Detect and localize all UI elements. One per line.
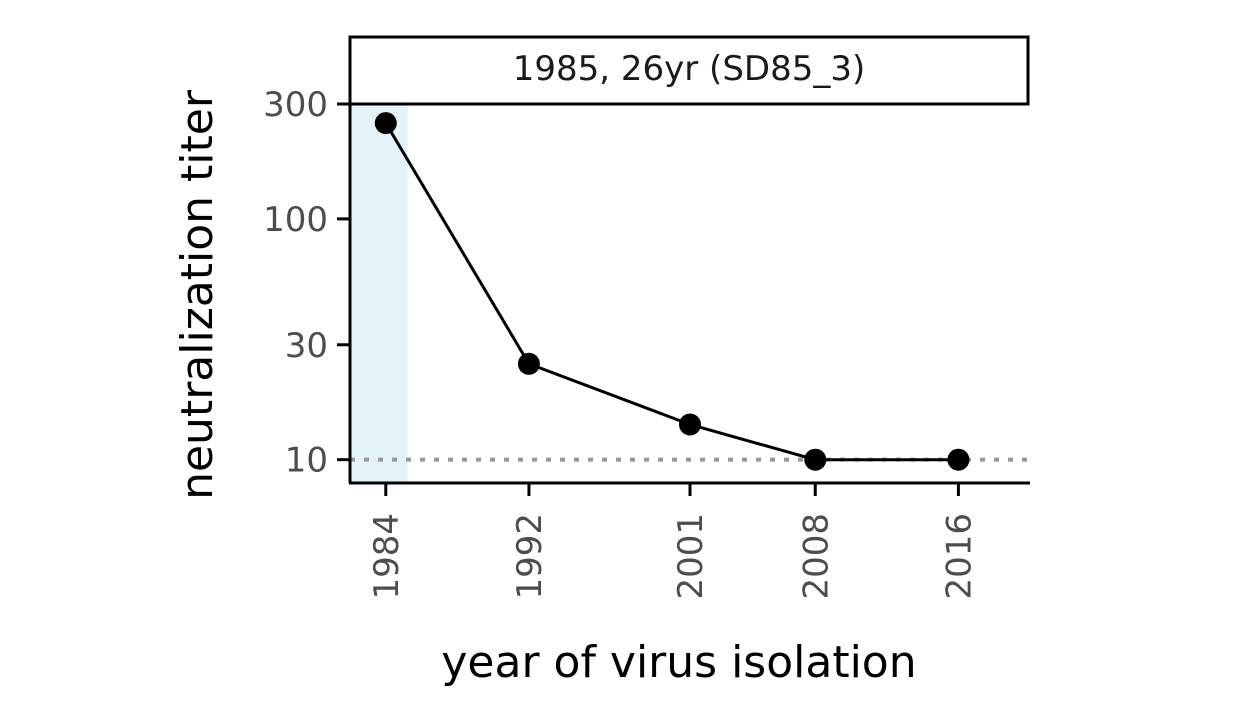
x-axis-title: year of virus isolation (441, 637, 916, 688)
facet-strip (348, 35, 1030, 106)
x-tick-label: 1992 (510, 513, 550, 600)
y-tick-label: 10 (285, 441, 328, 481)
series-line (384, 122, 959, 462)
x-tick-label: 2001 (671, 513, 711, 600)
data-point (804, 448, 827, 471)
highlight-band (350, 104, 408, 483)
x-axis-ticks: 1984 1992 2001 2008 2016 (367, 483, 979, 600)
facet-strip-label: 1985, 26yr (SD85_3) (513, 49, 866, 89)
y-tick-label: 100 (263, 200, 328, 240)
y-axis-title: neutralization titer (172, 89, 223, 500)
data-points (374, 112, 970, 471)
data-point (679, 413, 701, 436)
x-tick-label: 2008 (796, 513, 836, 600)
data-point (517, 352, 540, 375)
data-point (374, 112, 397, 135)
y-axis-ticks: 10 30 100 300 (263, 85, 350, 481)
y-tick-label: 30 (285, 326, 328, 366)
x-tick-label: 1984 (367, 513, 407, 600)
y-tick-label: 300 (263, 85, 328, 125)
x-tick-label: 2016 (939, 513, 979, 600)
data-point (947, 448, 970, 471)
